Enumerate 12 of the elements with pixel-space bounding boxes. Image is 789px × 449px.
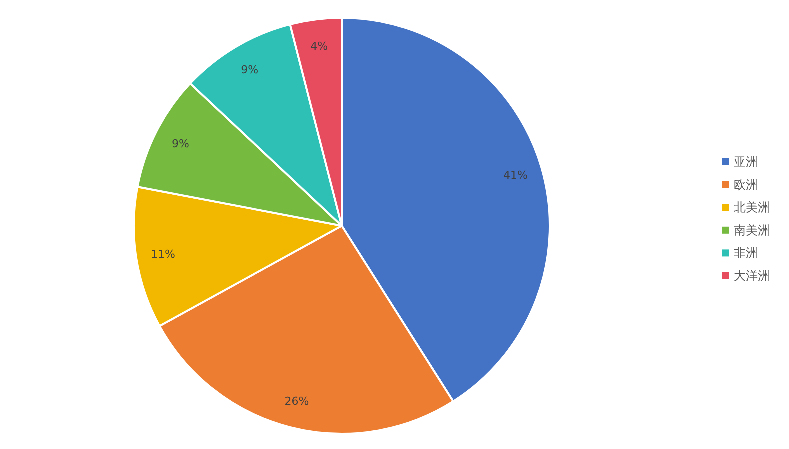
- legend-label: 欧洲: [734, 178, 758, 192]
- legend-label: 北美洲: [734, 200, 770, 215]
- legend-label: 南美洲: [734, 223, 770, 238]
- legend-label: 大洋洲: [734, 269, 770, 283]
- data-label: 9%: [241, 64, 259, 77]
- legend-label: 亚洲: [734, 155, 758, 169]
- data-label: 26%: [284, 394, 310, 408]
- data-label: 11%: [151, 248, 176, 261]
- data-label: 41%: [504, 169, 528, 182]
- legend-label: 非洲: [734, 246, 758, 260]
- data-label: 4%: [310, 40, 328, 53]
- data-label: 9%: [172, 137, 190, 150]
